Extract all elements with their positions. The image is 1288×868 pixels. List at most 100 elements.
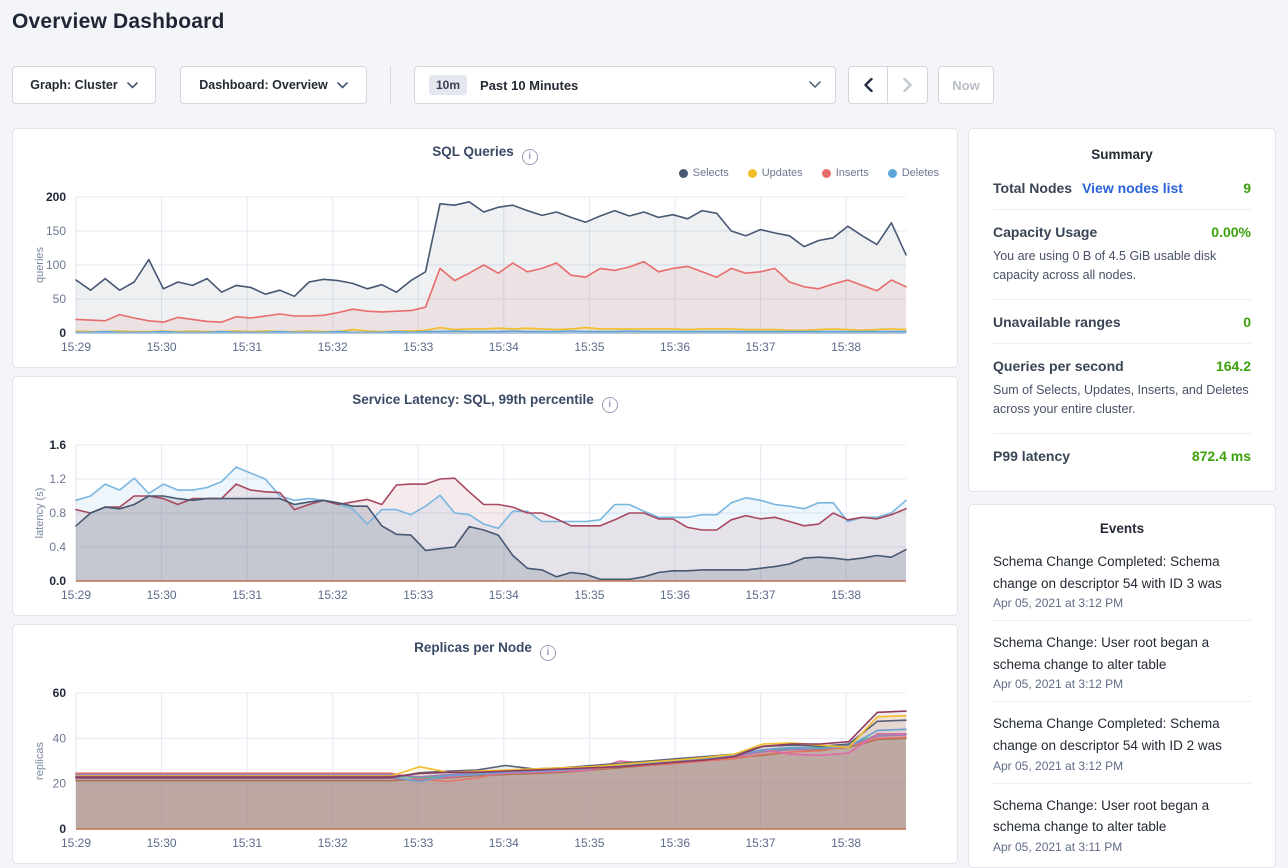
svg-text:40: 40: [53, 731, 67, 745]
total-nodes-label: Total Nodes: [993, 180, 1073, 196]
now-button[interactable]: Now: [938, 66, 994, 104]
summary-row-total-nodes: Total Nodes View nodes list 9: [993, 166, 1251, 210]
svg-text:15:37: 15:37: [745, 836, 775, 850]
event-item: Schema Change Completed: Schema change o…: [993, 702, 1251, 784]
info-icon[interactable]: i: [521, 149, 538, 165]
svg-text:15:30: 15:30: [147, 588, 177, 602]
svg-text:15:34: 15:34: [489, 340, 519, 354]
svg-text:15:32: 15:32: [318, 836, 348, 850]
replicas-per-node-chart-card: Replicas per Node i 0 20 40 60 15:29 15:30 15:3…: [12, 624, 958, 864]
svg-text:50: 50: [53, 292, 67, 306]
svg-text:15:34: 15:34: [489, 588, 519, 602]
view-nodes-list-link[interactable]: View nodes list: [1082, 180, 1183, 196]
svg-text:15:33: 15:33: [403, 340, 433, 354]
sql-queries-chart-title: SQL Queries: [432, 144, 514, 159]
legend-item-deletes[interactable]: Deletes: [887, 167, 939, 179]
time-range-label: Past 10 Minutes: [480, 77, 579, 93]
legend-dot: [678, 168, 688, 178]
capacity-usage-label: Capacity Usage: [993, 224, 1098, 240]
legend-dot: [821, 168, 831, 178]
svg-text:15:36: 15:36: [660, 588, 690, 602]
svg-text:15:36: 15:36: [660, 340, 690, 354]
svg-text:0: 0: [59, 822, 66, 836]
page-title: Overview Dashboard: [12, 10, 225, 33]
legend-item-inserts[interactable]: Inserts: [821, 167, 869, 179]
svg-text:15:32: 15:32: [318, 588, 348, 602]
svg-text:15:34: 15:34: [489, 836, 519, 850]
svg-text:0.8: 0.8: [49, 506, 66, 520]
events-panel: Events Schema Change Completed: Schema c…: [968, 504, 1276, 868]
summary-row-p99-latency: P99 latency 872.4 ms: [993, 434, 1251, 477]
event-item: Schema Change Completed: Schema change o…: [993, 540, 1251, 622]
svg-text:15:35: 15:35: [574, 836, 604, 850]
replicas-per-node-chart-title: Replicas per Node: [414, 640, 532, 655]
time-range-selector[interactable]: 10m Past 10 Minutes: [414, 66, 836, 104]
legend-item-selects[interactable]: Selects: [678, 167, 729, 179]
legend-dot: [747, 168, 757, 178]
queries-per-second-value: 164.2: [1215, 357, 1251, 374]
event-text[interactable]: Schema Change: User root began a schema …: [993, 797, 1210, 835]
time-prev-button[interactable]: [848, 66, 888, 104]
event-text[interactable]: Schema Change: User root began a schema …: [993, 635, 1210, 672]
svg-text:15:38: 15:38: [831, 588, 861, 602]
time-next-button[interactable]: [888, 66, 928, 104]
svg-text:15:33: 15:33: [403, 836, 433, 850]
svg-text:0.4: 0.4: [49, 540, 66, 554]
dashboard-dropdown[interactable]: Dashboard: Overview: [180, 66, 367, 104]
summary-row-queries-per-second: Queries per second 164.2 Sum of Selects,…: [993, 344, 1251, 434]
queries-per-second-subtext: Sum of Selects, Updates, Inserts, and De…: [993, 382, 1249, 417]
event-item: Schema Change: User root began a schema …: [993, 784, 1251, 864]
time-range-badge: 10m: [429, 75, 468, 95]
chevron-left-icon: [863, 78, 873, 92]
service-latency-chart-title: Service Latency: SQL, 99th percentile: [352, 392, 594, 407]
event-text[interactable]: Schema Change Completed: Schema change o…: [993, 716, 1222, 753]
p99-latency-label: P99 latency: [993, 447, 1071, 464]
replicas-per-node-chart[interactable]: 0 20 40 60 15:29 15:30 15:31 15:32 15:33 15:34 15:…: [13, 625, 959, 865]
dashboard-dropdown-label: Dashboard: Overview: [199, 78, 328, 92]
chart-title-row: Replicas per Node i: [13, 640, 957, 661]
graph-dropdown[interactable]: Graph: Cluster: [12, 66, 156, 104]
svg-text:15:37: 15:37: [745, 588, 775, 602]
svg-text:20: 20: [53, 777, 67, 791]
svg-text:60: 60: [53, 686, 67, 700]
svg-text:15:31: 15:31: [232, 836, 262, 850]
toolbar: Graph: Cluster Dashboard: Overview 10m P…: [0, 66, 1288, 104]
legend-dot: [887, 168, 897, 178]
summary-panel: Summary Total Nodes View nodes list 9 Ca…: [968, 128, 1276, 492]
chevron-down-icon: [809, 81, 821, 88]
graph-dropdown-label: Graph: Cluster: [30, 78, 118, 92]
event-timestamp: Apr 05, 2021 at 3:11 PM: [993, 839, 1123, 854]
time-step-buttons: [848, 66, 928, 104]
svg-text:15:29: 15:29: [61, 340, 91, 354]
summary-row-capacity-usage: Capacity Usage 0.00% You are using 0 B o…: [993, 210, 1251, 300]
svg-text:15:29: 15:29: [61, 836, 91, 850]
svg-text:100: 100: [46, 258, 66, 272]
svg-text:15:33: 15:33: [403, 588, 433, 602]
info-icon[interactable]: i: [601, 397, 618, 413]
info-icon[interactable]: i: [539, 645, 556, 661]
service-latency-chart[interactable]: 0.0 0.4 0.8 1.2 1.6 15:29 15:30 15:31 15:32 15:33…: [13, 377, 959, 617]
svg-text:0.0: 0.0: [49, 574, 66, 588]
capacity-usage-subtext: You are using 0 B of 4.5 GiB usable disk…: [993, 249, 1217, 283]
queries-per-second-label: Queries per second: [993, 357, 1124, 374]
svg-text:15:35: 15:35: [574, 588, 604, 602]
svg-text:15:31: 15:31: [232, 588, 262, 602]
svg-text:150: 150: [46, 224, 66, 238]
svg-text:15:31: 15:31: [232, 340, 262, 354]
svg-text:queries: queries: [34, 246, 46, 283]
chart-title-row: Service Latency: SQL, 99th percentile i: [13, 392, 957, 413]
event-text[interactable]: Schema Change Completed: Schema change o…: [993, 554, 1222, 591]
legend-label: Deletes: [901, 167, 939, 179]
unavailable-ranges-label: Unavailable ranges: [993, 313, 1121, 330]
svg-text:0: 0: [59, 326, 66, 340]
sql-queries-chart[interactable]: 0 50 100 150 200 15:29 15:30 15:31 15:32 15:33 15:…: [13, 129, 959, 369]
capacity-usage-value: 0.00%: [1211, 224, 1251, 240]
event-timestamp: Apr 05, 2021 at 3:12 PM: [993, 758, 1124, 773]
svg-text:15:36: 15:36: [660, 836, 690, 850]
sql-queries-chart-card: SQL Queries i Selects Updates Inserts Delete…: [12, 128, 958, 368]
chart-title-row: SQL Queries i: [13, 144, 957, 165]
total-nodes-value: 9: [1243, 180, 1251, 196]
legend-item-updates[interactable]: Updates: [747, 167, 803, 179]
chevron-down-icon: [126, 81, 138, 88]
svg-text:1.6: 1.6: [49, 438, 66, 452]
